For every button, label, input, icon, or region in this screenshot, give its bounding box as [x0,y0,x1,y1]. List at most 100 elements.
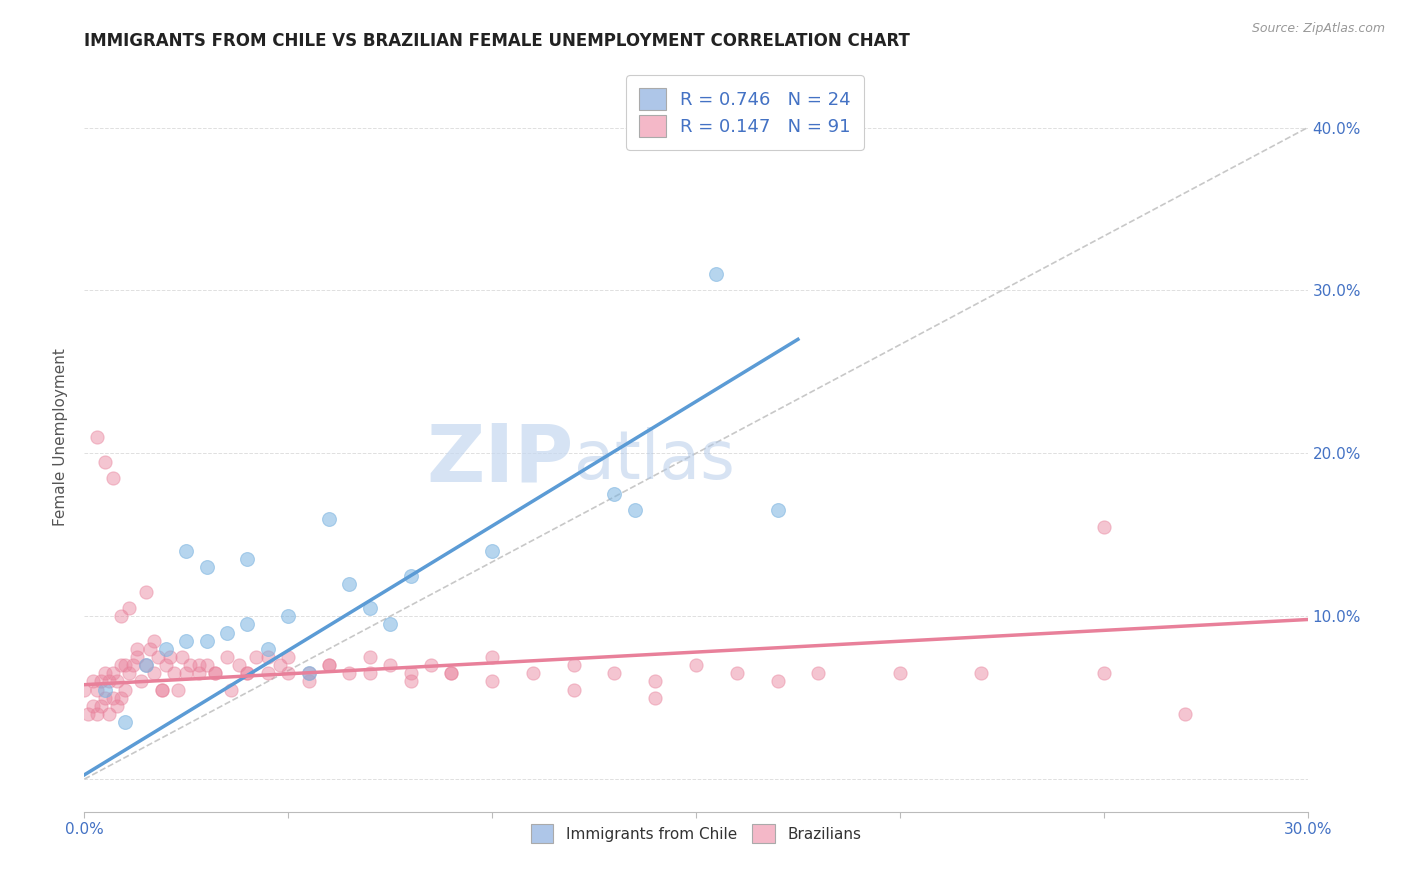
Point [603,487,626,501]
Point [101,690,124,705]
Point [217,650,239,665]
Point [245,650,267,665]
Point [603,666,626,681]
Point [399,674,422,689]
Point [110,609,132,624]
Point [644,690,666,705]
Point [101,666,124,681]
Point [86,706,108,721]
Point [725,666,748,681]
Point [562,658,585,673]
Point [187,658,209,673]
Point [380,617,402,632]
Point [399,666,422,681]
Point [159,650,181,665]
Point [236,552,259,566]
Point [127,650,149,665]
Point [150,682,173,697]
Point [150,682,173,697]
Point [195,560,218,574]
Point [93,690,115,705]
Y-axis label: Female Unemployment: Female Unemployment [53,348,69,526]
Point [481,674,503,689]
Point [685,658,707,673]
Text: Source: ZipAtlas.com: Source: ZipAtlas.com [1251,22,1385,36]
Point [766,503,789,517]
Point [97,674,120,689]
Point [86,430,108,444]
Point [420,658,443,673]
Point [174,544,197,558]
Point [135,584,157,599]
Point [481,650,503,665]
Point [174,633,197,648]
Point [399,568,422,582]
Point [93,666,115,681]
Point [359,650,381,665]
Point [204,666,226,681]
Point [142,633,165,648]
Point [174,666,197,681]
Point [257,641,280,656]
Point [706,267,728,281]
Point [380,658,402,673]
Point [114,715,136,730]
Point [155,641,177,656]
Point [163,666,186,681]
Point [135,658,157,673]
Point [318,658,340,673]
Point [440,666,463,681]
Point [97,706,120,721]
Point [217,625,239,640]
Point [122,658,145,673]
Point [82,698,104,713]
Point [889,666,911,681]
Point [105,698,128,713]
Point [644,674,666,689]
Point [624,503,647,517]
Point [522,666,544,681]
Point [167,682,190,697]
Point [195,658,218,673]
Point [135,658,157,673]
Point [114,682,136,697]
Point [257,650,280,665]
Point [298,666,321,681]
Point [440,666,463,681]
Point [318,511,340,525]
Point [179,658,201,673]
Text: IMMIGRANTS FROM CHILE VS BRAZILIAN FEMALE UNEMPLOYMENT CORRELATION CHART: IMMIGRANTS FROM CHILE VS BRAZILIAN FEMAL… [84,32,910,50]
Point [110,690,132,705]
Text: ZIP: ZIP [426,420,574,499]
Point [195,633,218,648]
Point [298,666,321,681]
Text: atlas: atlas [574,426,734,492]
Point [155,658,177,673]
Point [101,471,124,485]
Point [1092,666,1115,681]
Point [90,674,112,689]
Point [236,666,259,681]
Point [228,658,250,673]
Point [807,666,830,681]
Point [93,682,115,697]
Point [118,666,141,681]
Point [339,666,361,681]
Point [172,650,194,665]
Point [73,682,96,697]
Point [131,674,153,689]
Point [118,601,141,615]
Point [187,666,209,681]
Point [277,609,299,624]
Point [127,641,149,656]
Point [269,658,291,673]
Point [277,650,299,665]
Point [138,641,160,656]
Point [339,576,361,591]
Point [77,706,100,721]
Point [562,682,585,697]
Point [359,601,381,615]
Point [204,666,226,681]
Point [257,666,280,681]
Point [766,674,789,689]
